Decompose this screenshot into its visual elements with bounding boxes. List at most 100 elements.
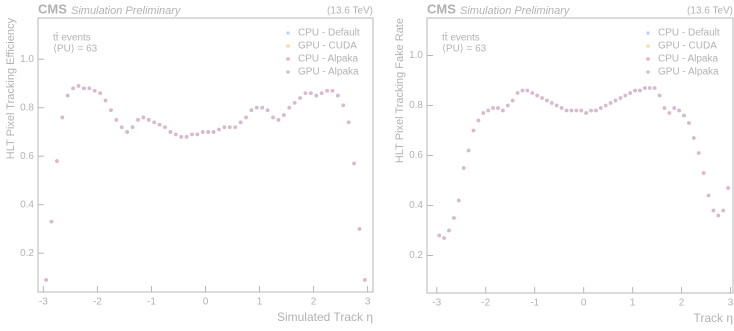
data-point: [233, 125, 238, 129]
data-point: [569, 108, 574, 113]
data-point: [255, 105, 259, 110]
data-point: [515, 91, 520, 95]
data-point: [255, 105, 259, 110]
data-point: [618, 96, 623, 100]
data-point: [594, 108, 598, 113]
data-point: [363, 278, 367, 282]
chart-panel: CMS Simulation Preliminary (13.6 TeV) tt̄ e…: [394, 1, 734, 325]
data-point: [540, 96, 544, 100]
data-point: [574, 108, 579, 113]
data-point: [211, 130, 216, 134]
data-point: [195, 132, 200, 137]
legend-marker: [646, 70, 650, 74]
data-point: [98, 91, 102, 95]
data-point: [657, 93, 662, 98]
data-point: [481, 111, 486, 115]
data-point: [314, 93, 319, 98]
data-point: [233, 125, 238, 129]
data-point: [437, 233, 442, 238]
data-point: [657, 93, 662, 98]
data-point: [44, 278, 48, 282]
data-point: [346, 120, 351, 125]
chart-panel: CMS Simulation Preliminary (13.6 TeV) tt̄ e…: [5, 1, 374, 324]
data-point: [501, 108, 505, 113]
data-point: [687, 121, 691, 125]
data-point: [638, 88, 642, 93]
x-tick-label: 0: [203, 297, 209, 308]
data-point: [319, 91, 324, 95]
data-point: [491, 106, 495, 110]
data-point: [195, 132, 200, 137]
data-point: [672, 106, 677, 110]
data-point: [569, 108, 574, 113]
data-point: [60, 115, 65, 120]
y-tick-label: 0.8: [409, 100, 423, 111]
legend-marker: [286, 31, 290, 35]
data-point: [309, 91, 313, 95]
data-point: [271, 115, 275, 120]
data-point: [179, 135, 183, 139]
data-point: [457, 198, 461, 203]
data-point: [228, 125, 232, 129]
data-point: [457, 198, 461, 203]
data-point: [530, 91, 535, 95]
data-point: [152, 120, 156, 125]
data-point: [437, 233, 442, 238]
data-point: [471, 128, 476, 133]
data-point: [510, 98, 515, 103]
data-point: [726, 186, 730, 190]
data-point: [92, 88, 97, 93]
x-tick-label: 3: [728, 298, 734, 309]
data-point: [287, 105, 292, 110]
data-point: [476, 118, 481, 123]
data-point: [346, 120, 351, 125]
data-point: [190, 132, 194, 137]
annotation: ⟨PU⟩ = 63: [442, 44, 487, 55]
data-point: [249, 108, 254, 112]
data-point: [276, 118, 281, 122]
data-point: [515, 91, 520, 95]
data-point: [309, 91, 313, 95]
data-point: [76, 84, 81, 88]
data-point: [515, 91, 520, 95]
data-point: [643, 86, 647, 90]
data-point: [265, 108, 270, 112]
data-point: [238, 120, 243, 125]
data-point: [550, 101, 554, 105]
data-point: [628, 91, 632, 95]
data-point: [657, 93, 662, 98]
data-point: [114, 118, 119, 122]
data-point: [623, 93, 628, 98]
data-point: [721, 208, 726, 213]
y-tick-label: 0.2: [409, 250, 423, 261]
data-point: [574, 108, 579, 113]
data-point: [190, 132, 194, 137]
data-point: [265, 108, 270, 112]
data-point: [352, 161, 356, 166]
data-point: [633, 88, 637, 93]
data-point: [608, 101, 613, 105]
data-point: [265, 108, 270, 112]
data-point: [569, 108, 574, 113]
data-point: [82, 86, 86, 91]
data-point: [206, 130, 211, 134]
data-point: [466, 148, 471, 153]
data-point: [657, 93, 662, 98]
data-point: [292, 101, 297, 105]
data-point: [179, 135, 183, 139]
data-point: [60, 115, 65, 120]
data-point: [222, 125, 227, 129]
data-point: [603, 103, 608, 108]
data-point: [141, 115, 146, 120]
data-point: [49, 219, 54, 224]
data-point: [114, 118, 119, 122]
data-point: [163, 125, 167, 129]
data-point: [71, 86, 75, 91]
data-point: [168, 130, 173, 134]
data-point: [535, 93, 539, 98]
legend-label: CPU - Alpaka: [658, 54, 718, 65]
data-point: [136, 118, 140, 122]
data-point: [200, 130, 205, 134]
data-point: [244, 115, 248, 120]
data-point: [92, 88, 97, 93]
